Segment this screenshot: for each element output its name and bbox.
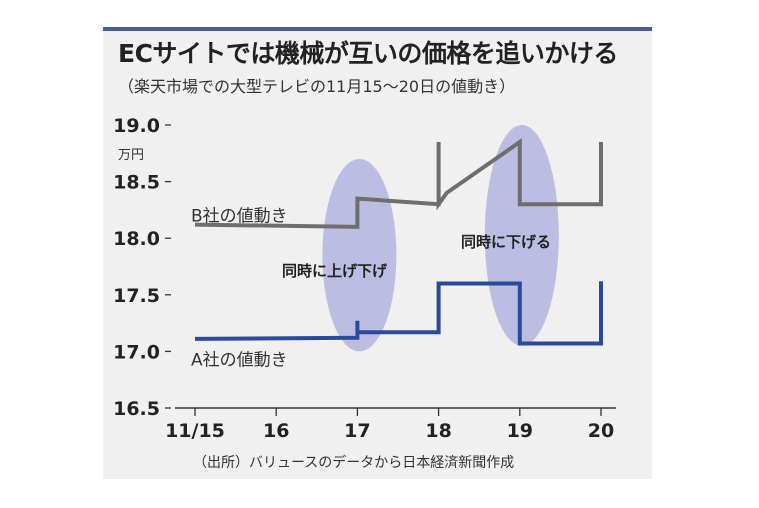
label-layer: B社の値動き A社の値動き 同時に上げ下げ 同時に下げる: [191, 207, 551, 371]
chart-subtitle: （楽天市場での大型テレビの11月15～20日の値動き）: [118, 77, 516, 96]
series-label-0: B社の値動き: [191, 207, 288, 227]
highlight-ellipse-1: [484, 124, 559, 346]
x-tick-label-3: 18: [425, 420, 451, 442]
y-unit-label: 万円: [118, 148, 144, 163]
chart-title: ECサイトでは機械が互いの価格を追いかける: [118, 39, 618, 68]
series-layer: [194, 138, 603, 346]
series-line-0: [194, 138, 603, 229]
axes-layer: 19.0 18.5 18.0 17.5 17.0 16.5 万円 11/15 16 17 18 19 2…: [113, 115, 616, 442]
y-tick-label-2: 18.0: [113, 228, 160, 250]
annotation-1: 同時に下げる: [461, 233, 551, 251]
x-tick-label-1: 16: [263, 420, 289, 442]
highlight-layer: [322, 124, 559, 352]
y-tick-label-1: 18.5: [113, 172, 160, 194]
highlight-ellipse-0: [322, 158, 397, 352]
series-label-1: A社の値動き: [191, 350, 288, 370]
annotation-0: 同時に上げ下げ: [282, 262, 388, 280]
y-tick-label-4: 17.0: [113, 341, 160, 363]
panel-accent-line: [103, 27, 652, 31]
x-tick-label-4: 19: [507, 420, 533, 442]
y-tick-label-0: 19.0: [113, 115, 160, 137]
x-tick-label-0: 11/15: [165, 420, 225, 442]
x-tick-label-2: 17: [344, 420, 370, 442]
y-tick-label-5: 16.5: [113, 398, 160, 420]
y-tick-label-3: 17.5: [113, 285, 160, 307]
series-line-1: [194, 281, 603, 346]
x-tick-label-5: 20: [588, 420, 614, 442]
source-note: （出所）バリュースのデータから日本経済新聞作成: [193, 455, 515, 471]
